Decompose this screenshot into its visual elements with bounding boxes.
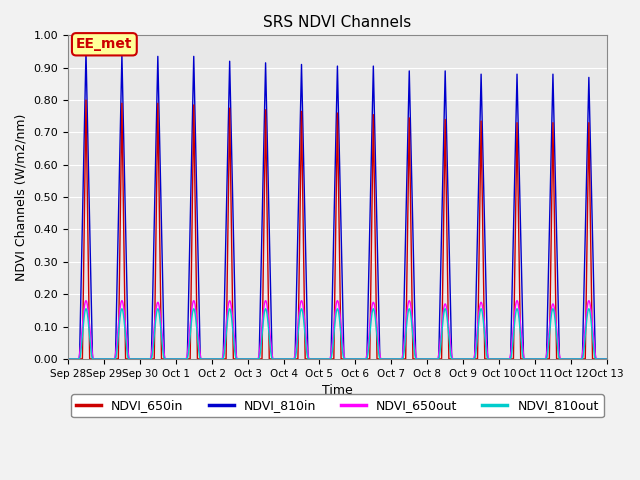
NDVI_810out [93,356,101,362]
NDVI_810in [429,356,437,362]
Legend: NDVI_650in, NDVI_810in, NDVI_650out, NDVI_810out: NDVI_650in, NDVI_810in, NDVI_650out, NDV… [71,395,604,418]
NDVI_650in [93,356,101,362]
NDVI_650in [82,97,90,103]
Text: EE_met: EE_met [76,37,132,51]
NDVI_650out [429,356,437,362]
NDVI_810in [64,356,72,362]
NDVI_810in [82,48,90,54]
Line: NDVI_650out: NDVI_650out [68,300,640,359]
NDVI_650in [521,356,529,362]
NDVI_810out [64,356,72,362]
NDVI_810in [93,356,101,362]
NDVI_650in [429,356,437,362]
NDVI_650in [490,356,498,362]
NDVI_650out [404,301,412,307]
Y-axis label: NDVI Channels (W/m2/nm): NDVI Channels (W/m2/nm) [15,113,28,281]
Line: NDVI_810out: NDVI_810out [68,309,640,359]
Line: NDVI_650in: NDVI_650in [68,100,640,359]
NDVI_650out [521,356,529,362]
NDVI_810in [639,356,640,362]
NDVI_650in [639,356,640,362]
NDVI_810out [429,356,437,362]
NDVI_810out [272,356,280,362]
NDVI_650in [64,356,72,362]
NDVI_650out [639,356,640,362]
NDVI_810out [490,356,498,362]
NDVI_810in [521,356,529,362]
NDVI_650out [490,356,498,362]
NDVI_650out [82,298,90,303]
NDVI_810out [521,356,529,362]
NDVI_650out [272,356,280,362]
Title: SRS NDVI Channels: SRS NDVI Channels [263,15,412,30]
X-axis label: Time: Time [322,384,353,397]
NDVI_810out [82,306,90,312]
NDVI_810out [404,309,412,315]
Line: NDVI_810in: NDVI_810in [68,51,640,359]
NDVI_810in [404,119,412,125]
NDVI_810out [639,356,640,362]
NDVI_650out [64,356,72,362]
NDVI_650in [272,356,280,362]
NDVI_810in [490,356,498,362]
NDVI_650in [404,192,412,198]
NDVI_650out [93,356,101,362]
NDVI_810in [272,356,280,362]
